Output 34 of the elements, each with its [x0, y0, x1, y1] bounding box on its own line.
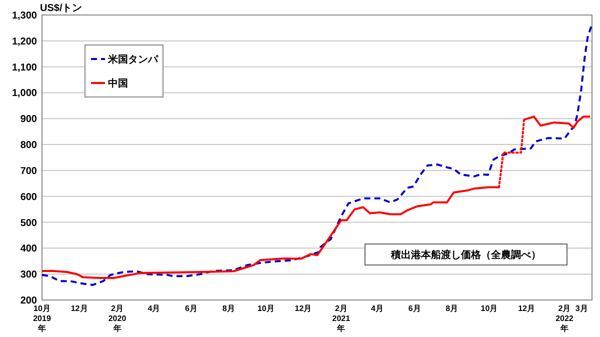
y-tick-label: 900 — [20, 114, 38, 126]
y-tick-label: 1,300 — [12, 10, 38, 22]
line-series — [41, 23, 593, 286]
x-tick-label: 6月 — [408, 304, 421, 313]
x-tick-label: 8月 — [446, 304, 458, 313]
legend-label: 中国 — [108, 78, 128, 90]
x-tick-label: 4月 — [371, 304, 384, 313]
annotation: 積出港本船渡し価格（全農調べ） — [390, 249, 541, 261]
y-axis-title: US$/トン — [40, 3, 82, 14]
y-tick-label: 1,000 — [12, 88, 38, 100]
x-tick-label: 6月 — [185, 304, 198, 313]
x-tick-label: 10月 — [480, 304, 498, 313]
x-tick-label: 8月 — [222, 304, 235, 313]
x-tick-label: 10月 — [257, 304, 274, 313]
x-tick-label: 12月 — [518, 304, 535, 313]
x-tick-label: 3月 — [575, 304, 588, 313]
x-tick-label: 4月 — [148, 304, 160, 313]
note-box: 積出港本船渡し価格（全農調べ） — [364, 244, 568, 266]
y-tick-label: 500 — [20, 218, 38, 229]
y-tick-label: 200 — [20, 296, 38, 306]
y-tick-label: 800 — [20, 140, 38, 152]
x-tick-label: 2月 2020 年 — [108, 304, 127, 333]
x-tick-label: 10月 2019 年 — [33, 304, 52, 333]
x-tick-label: 12月 — [294, 304, 312, 313]
y-tick-label: 400 — [20, 244, 38, 255]
legend-label: 米国タンパ — [107, 54, 159, 66]
y-tick-label: 1,200 — [12, 36, 38, 48]
x-tick-label: 2月 2021 年 — [332, 304, 351, 333]
x-tick-label: 12月 — [70, 304, 88, 313]
y-tick-label: 700 — [20, 166, 38, 177]
y-tick-label: 300 — [20, 270, 38, 281]
x-tick-label: 2月 2022 年 — [556, 304, 574, 333]
y-tick-label: 600 — [20, 192, 38, 203]
y-tick-label: 1,100 — [12, 62, 38, 74]
